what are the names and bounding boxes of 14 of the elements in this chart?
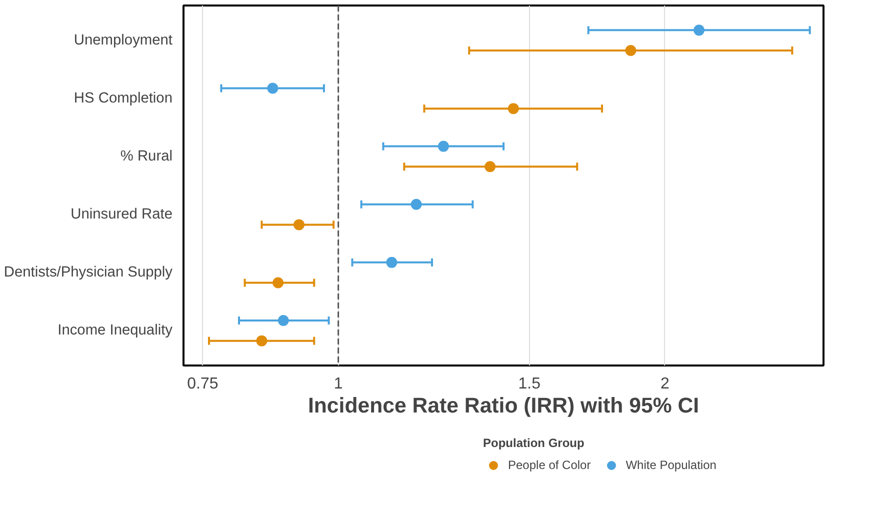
x-tick-label: 1.5 — [518, 376, 541, 392]
x-tick-label: 0.75 — [187, 376, 218, 392]
x-tick-label: 2 — [660, 376, 670, 392]
y-tick-label: Income Inequality — [58, 322, 174, 339]
legend-label: White Population — [626, 458, 716, 472]
y-tick-label: Uninsured Rate — [70, 206, 173, 223]
legend-title: Population Group — [483, 436, 586, 450]
y-tick-label: Dentists/Physician Supply — [4, 264, 174, 281]
x-tick-label: 1 — [334, 376, 343, 392]
y-tick-label: Unemployment — [74, 32, 173, 48]
x-axis-title: Incidence Rate Ratio (IRR) with 95% CI — [308, 394, 700, 418]
legend-label: People of Color — [508, 458, 591, 472]
y-tick-label: HS Completion — [74, 90, 173, 106]
y-tick-label: % Rural — [120, 148, 173, 164]
